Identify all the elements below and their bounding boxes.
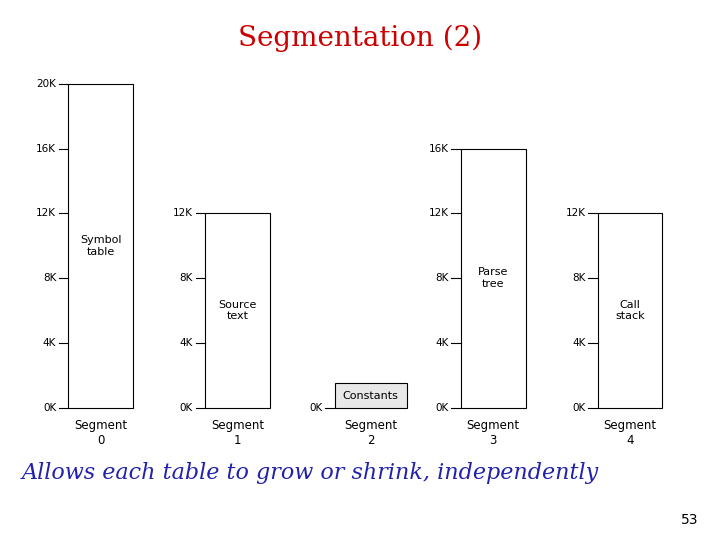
Text: Parse
tree: Parse tree	[478, 267, 508, 289]
Text: Segmentation (2): Segmentation (2)	[238, 24, 482, 52]
Text: 4K: 4K	[435, 338, 449, 348]
Text: Segment
1: Segment 1	[211, 418, 264, 447]
Text: Segment
2: Segment 2	[344, 418, 397, 447]
Text: 12K: 12K	[36, 208, 56, 218]
Text: Constants: Constants	[343, 390, 399, 401]
Text: 8K: 8K	[42, 273, 56, 283]
Text: Source
text: Source text	[218, 300, 257, 321]
Text: 12K: 12K	[428, 208, 449, 218]
Text: Segment
0: Segment 0	[74, 418, 127, 447]
Text: Allows each table to grow or shrink, independently: Allows each table to grow or shrink, ind…	[22, 462, 599, 484]
Text: 8K: 8K	[179, 273, 193, 283]
Text: 16K: 16K	[428, 144, 449, 153]
Text: 8K: 8K	[572, 273, 585, 283]
Text: Call
stack: Call stack	[615, 300, 645, 321]
Text: 8K: 8K	[435, 273, 449, 283]
Text: 12K: 12K	[173, 208, 193, 218]
Text: 0K: 0K	[572, 403, 585, 413]
Text: Segment
3: Segment 3	[467, 418, 520, 447]
Text: 0K: 0K	[180, 403, 193, 413]
Text: 0K: 0K	[436, 403, 449, 413]
Text: Symbol
table: Symbol table	[80, 235, 122, 256]
Text: 0K: 0K	[310, 403, 323, 413]
Text: 12K: 12K	[565, 208, 585, 218]
Text: 4K: 4K	[179, 338, 193, 348]
Text: 20K: 20K	[36, 79, 56, 89]
Text: 53: 53	[681, 512, 698, 526]
Text: 0K: 0K	[43, 403, 56, 413]
Text: 4K: 4K	[572, 338, 585, 348]
Text: 4K: 4K	[42, 338, 56, 348]
Text: 16K: 16K	[36, 144, 56, 153]
Text: Segment
4: Segment 4	[603, 418, 657, 447]
